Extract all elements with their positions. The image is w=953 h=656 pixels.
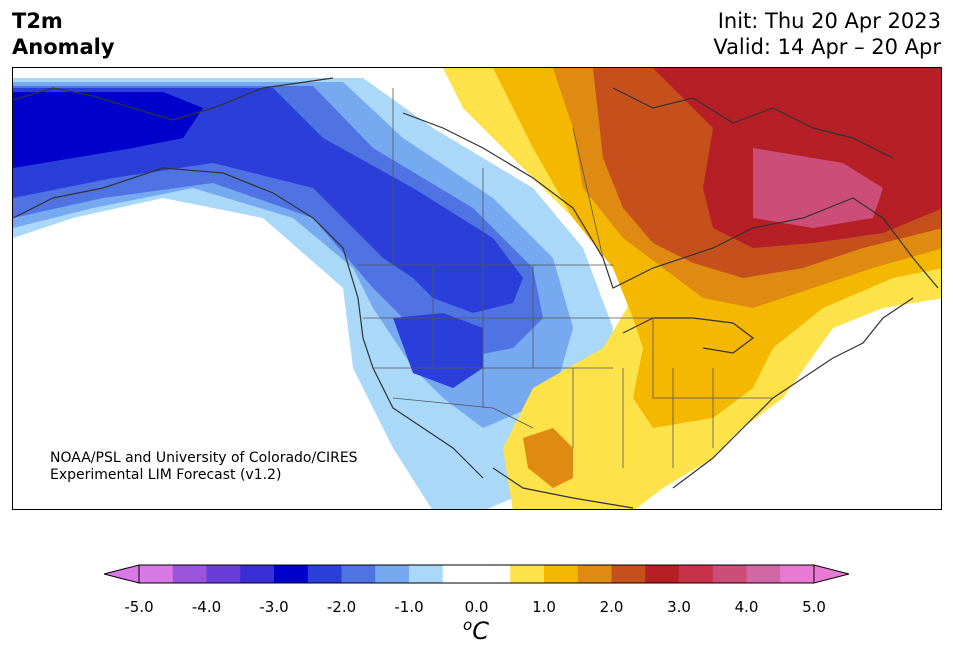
cold-anomaly-plateau <box>393 313 483 388</box>
colorbar-cell <box>274 565 309 583</box>
cold-anomaly-3 <box>13 92 203 168</box>
unit-label: C <box>472 617 489 645</box>
colorbar-extend-high <box>813 564 850 584</box>
colorbar-cell <box>544 565 579 583</box>
colorbar-cell <box>206 565 241 583</box>
colorbar-tick-label: 2.0 <box>599 598 624 616</box>
credit-line-1: NOAA/PSL and University of Colorado/CIRE… <box>50 450 358 466</box>
valid-range: Valid: 14 Apr – 20 Apr <box>713 35 941 59</box>
colorbar-cell <box>577 565 612 583</box>
colorbar <box>104 564 850 584</box>
colorbar-cell <box>307 565 342 583</box>
colorbar-tick-label: 4.0 <box>734 598 759 616</box>
colorbar-cell <box>442 565 477 583</box>
colorbar-cell <box>375 565 410 583</box>
colorbar-cell <box>409 565 444 583</box>
colorbar-cell <box>780 565 815 583</box>
colorbar-tick-label: -1.0 <box>394 598 424 616</box>
colorbar-cell <box>240 565 275 583</box>
colorbar-tick-label: 0.0 <box>464 598 489 616</box>
coastlines <box>13 77 939 509</box>
colorbar-cell <box>611 565 646 583</box>
colorbar-extend-low <box>104 564 140 584</box>
colorbar-tick-label: 1.0 <box>532 598 556 616</box>
colorbar-tick-label: -4.0 <box>191 598 222 616</box>
colorbar-cell <box>645 565 680 583</box>
colorbar-tick-label: 5.0 <box>802 598 826 616</box>
warm-anomaly-south <box>523 428 573 488</box>
colorbar-cell <box>172 565 207 583</box>
warm-anomaly-35 <box>753 148 883 228</box>
map-graphic <box>13 68 941 509</box>
forecast-dates: Init: Thu 20 Apr 2023 Valid: 14 Apr – 20… <box>713 8 941 60</box>
colorbar-cell <box>679 565 714 583</box>
colorbar-cell <box>341 565 376 583</box>
colorbar-tick-label: -2.0 <box>326 598 357 616</box>
colorbar-cell <box>712 565 747 583</box>
title-line-1: T2m <box>12 9 63 33</box>
credit-line-2: Experimental LIM Forecast (v1.2) <box>50 467 282 483</box>
colorbar-tick-label: 3.0 <box>667 598 691 616</box>
colorbar-cells <box>139 565 815 583</box>
map-credit: NOAA/PSL and University of Colorado/CIRE… <box>50 450 358 484</box>
colorbar-tick-label: -3.0 <box>259 598 289 616</box>
colorbar-tick-label: -5.0 <box>124 598 154 616</box>
colorbar-outline <box>138 564 815 584</box>
init-date: Init: Thu 20 Apr 2023 <box>717 9 941 33</box>
colorbar-cell <box>139 565 174 583</box>
colorbar-cell <box>476 565 511 583</box>
colorbar-cell <box>746 565 781 583</box>
colorbar-unit: oC <box>463 616 489 645</box>
colorbar-cell <box>510 565 545 583</box>
unit-degree: o <box>463 616 473 634</box>
map-title: T2m Anomaly <box>12 8 115 60</box>
political-borders <box>358 88 773 468</box>
title-line-2: Anomaly <box>12 35 115 59</box>
anomaly-map: NOAA/PSL and University of Colorado/CIRE… <box>12 67 942 510</box>
